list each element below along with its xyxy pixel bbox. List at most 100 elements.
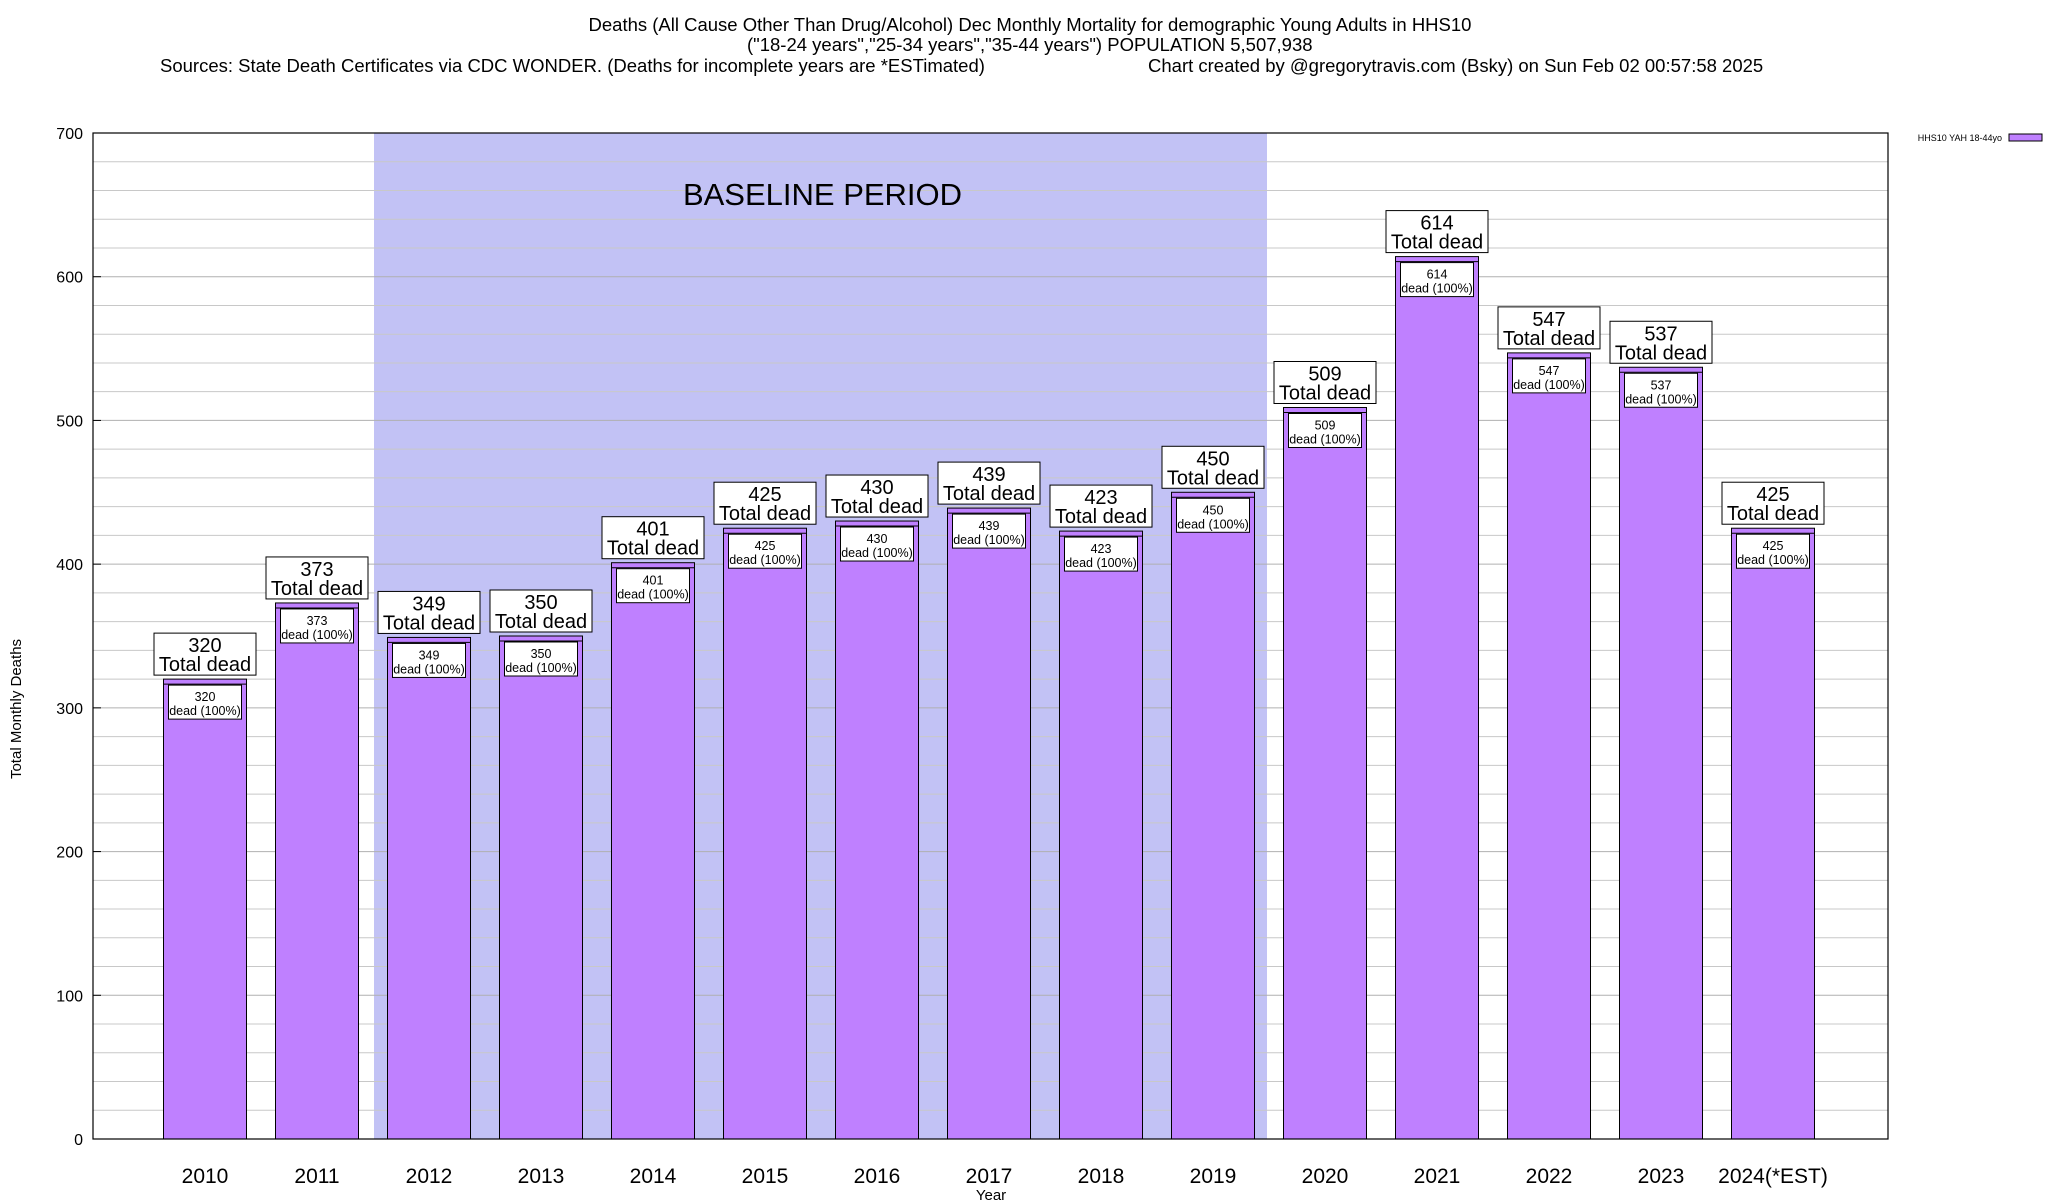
top-label-box (1273, 360, 1377, 404)
top-label-box (377, 590, 481, 634)
bar (1731, 527, 1815, 1140)
bar (387, 636, 471, 1140)
chart-subtitle: ("18-24 years","25-34 years","35-44 year… (747, 34, 1313, 55)
inner-label-text: dead (100%) (1513, 378, 1585, 392)
top-label-box (601, 516, 705, 560)
top-label-text: Total dead (1615, 342, 1707, 364)
inner-label-value: 614 (1427, 268, 1448, 282)
top-label-text: Total dead (1391, 232, 1483, 254)
inner-label-text: dead (100%) (953, 533, 1025, 547)
inner-label-box (840, 526, 914, 562)
top-label-text: Total dead (495, 611, 587, 633)
inner-label-box (1512, 358, 1586, 394)
bar (163, 678, 247, 1140)
chart-credit: Chart created by @gregorytravis.com (Bsk… (1148, 55, 1764, 76)
x-tick-label: 2012 (406, 1165, 453, 1188)
x-tick-label: 2014 (630, 1165, 677, 1188)
bar (947, 507, 1031, 1140)
inner-label-value: 547 (1539, 364, 1560, 378)
top-label-value: 423 (1084, 487, 1117, 509)
top-label-box (713, 481, 817, 525)
y-tick-label: 0 (74, 1132, 83, 1149)
inner-label-value: 401 (643, 574, 664, 588)
y-axis-label: Total Monthly Deaths (8, 639, 25, 779)
inner-label-box (1288, 412, 1362, 448)
bar (1507, 352, 1591, 1140)
inner-label-box (728, 533, 802, 569)
baseline-label: BASELINE PERIOD (683, 177, 962, 212)
inner-label-value: 450 (1203, 503, 1224, 517)
chart-title-block: Deaths (All Cause Other Than Drug/Alcoho… (0, 14, 2048, 78)
bar (1395, 256, 1479, 1140)
top-label-value: 537 (1644, 323, 1677, 345)
inner-label-value: 373 (307, 614, 328, 628)
inner-label-text: dead (100%) (393, 662, 465, 676)
bar (275, 602, 359, 1140)
inner-label-text: dead (100%) (729, 553, 801, 567)
y-tick-label: 600 (56, 270, 83, 287)
inner-label-box (1400, 262, 1474, 298)
bar (1619, 366, 1703, 1140)
bar (611, 562, 695, 1140)
chart-sources: Sources: State Death Certificates via CD… (160, 55, 985, 76)
top-label-text: Total dead (1727, 503, 1819, 525)
inner-label-box (952, 513, 1026, 549)
top-label-value: 439 (972, 464, 1005, 486)
top-label-text: Total dead (1055, 506, 1147, 528)
top-label-text: Total dead (1279, 382, 1371, 404)
top-label-box (1385, 210, 1489, 254)
inner-label-text: dead (100%) (505, 661, 577, 675)
x-tick-label: 2010 (182, 1165, 229, 1188)
inner-label-text: dead (100%) (1737, 553, 1809, 567)
top-label-value: 450 (1196, 448, 1229, 470)
inner-label-box (392, 642, 466, 678)
legend-swatch (2008, 133, 2043, 142)
top-label-box (1497, 306, 1601, 350)
top-label-value: 401 (636, 519, 669, 541)
inner-label-value: 425 (755, 539, 776, 553)
x-tick-label: 2015 (742, 1165, 789, 1188)
top-label-value: 350 (524, 592, 557, 614)
x-axis-label: Year (976, 1187, 1006, 1200)
inner-label-box (504, 641, 578, 677)
top-label-text: Total dead (831, 496, 923, 518)
top-label-text: Total dead (1167, 467, 1259, 489)
inner-label-text: dead (100%) (1625, 392, 1697, 406)
top-label-value: 509 (1308, 363, 1341, 385)
legend-label: HHS10 YAH 18-44yo (1918, 133, 2002, 143)
y-tick-label: 400 (56, 557, 83, 574)
inner-label-box (1624, 372, 1698, 408)
x-tick-label: 2020 (1302, 1165, 1349, 1188)
top-label-box (1161, 445, 1265, 489)
top-label-value: 320 (188, 635, 221, 657)
inner-label-value: 349 (419, 648, 440, 662)
inner-label-value: 350 (531, 647, 552, 661)
x-tick-label: 2023 (1638, 1165, 1685, 1188)
inner-label-box (280, 608, 354, 644)
top-label-value: 425 (748, 484, 781, 506)
bar (835, 520, 919, 1140)
inner-label-text: dead (100%) (281, 628, 353, 642)
inner-label-value: 537 (1651, 378, 1672, 392)
inner-label-text: dead (100%) (1401, 282, 1473, 296)
plot-frame (92, 132, 1889, 1140)
inner-label-value: 430 (867, 532, 888, 546)
inner-label-text: dead (100%) (1289, 432, 1361, 446)
x-tick-label: 2011 (294, 1165, 339, 1188)
x-tick-label: 2018 (1078, 1165, 1125, 1188)
y-tick-label: 200 (56, 845, 83, 862)
inner-label-value: 425 (1763, 539, 1784, 553)
top-label-value: 547 (1532, 309, 1565, 331)
inner-label-box (1176, 497, 1250, 533)
inner-label-text: dead (100%) (841, 546, 913, 560)
top-label-box (153, 632, 257, 676)
top-label-box (937, 461, 1041, 505)
top-label-box (1049, 484, 1153, 528)
top-label-box (1609, 320, 1713, 364)
bar (1283, 406, 1367, 1140)
bar (723, 527, 807, 1140)
inner-label-value: 439 (979, 519, 1000, 533)
top-label-text: Total dead (719, 503, 811, 525)
top-label-value: 373 (300, 559, 333, 581)
